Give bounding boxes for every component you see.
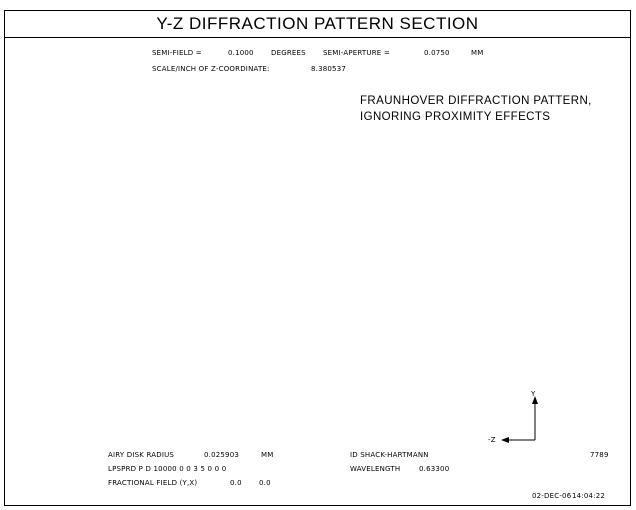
airy-label: AIRY DISK RADIUS: [108, 451, 175, 459]
semi-aperture-value: 0.0750: [424, 49, 450, 57]
z-axis-label: -Z: [488, 436, 496, 444]
time-text: 14:04:22: [572, 492, 606, 500]
id-text: ID SHACK-HARTMANN: [350, 451, 429, 459]
wavelength-value: 0.63300: [419, 465, 450, 473]
fractional-label: FRACTIONAL FIELD (Y,X): [108, 479, 198, 487]
airy-unit: MM: [261, 451, 274, 459]
page-title: Y-Z DIFFRACTION PATTERN SECTION: [5, 11, 630, 38]
y-arrow-icon: [532, 396, 538, 404]
lpsprd-text: LPSPRD P D 10000 0 0 3 5 0 0 0: [108, 465, 227, 473]
annotation-line-2: IGNORING PROXIMITY EFFECTS: [360, 111, 551, 123]
scale-value: 8.380537: [311, 65, 347, 73]
airy-value: 0.025903: [204, 451, 240, 459]
semi-aperture-label: SEMI-APERTURE =: [323, 49, 390, 57]
figure-number: 7789: [590, 451, 609, 459]
axis-indicator: [501, 396, 538, 443]
scale-label: SCALE/INCH OF Z-COORDINATE:: [152, 65, 270, 73]
annotation-line-1: FRAUNHOVER DIFFRACTION PATTERN,: [360, 95, 592, 107]
fractional-x: 0.0: [259, 479, 271, 487]
wavelength-label: WAVELENGTH: [350, 465, 401, 473]
semi-field-unit: DEGREES: [271, 49, 306, 57]
y-axis-label: Y: [531, 390, 536, 398]
z-arrow-icon: [501, 437, 509, 443]
date-text: 02-DEC-06: [532, 492, 572, 500]
fractional-y: 0.0: [230, 479, 242, 487]
semi-aperture-unit: MM: [471, 49, 484, 57]
plot-frame: Y-Z DIFFRACTION PATTERN SECTION: [4, 10, 631, 506]
semi-field-value: 0.1000: [228, 49, 254, 57]
semi-field-label: SEMI-FIELD =: [152, 49, 202, 57]
